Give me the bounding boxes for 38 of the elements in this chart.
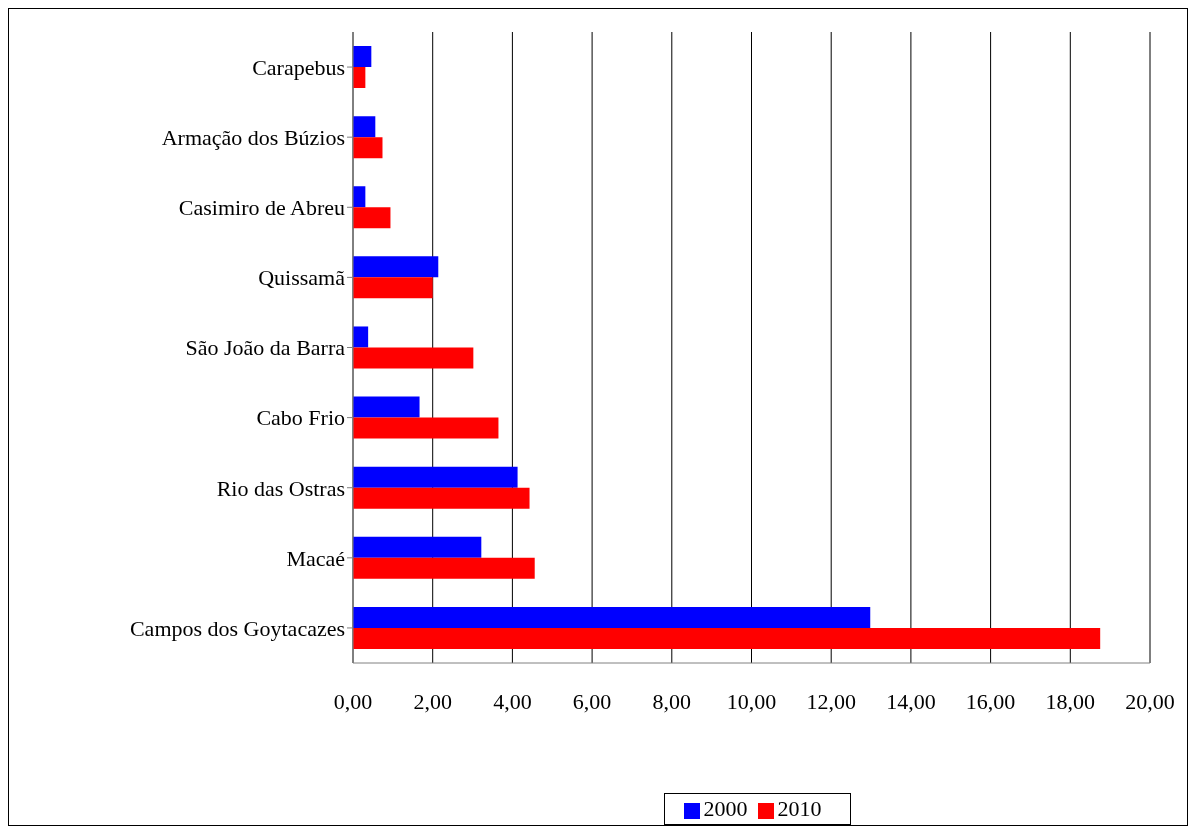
- legend-label: 2010: [777, 796, 822, 821]
- x-tick-label: 14,00: [886, 688, 936, 714]
- bar: [353, 627, 1101, 649]
- y-tick-label: Cabo Frio: [256, 405, 345, 431]
- bar: [353, 326, 369, 348]
- x-tick-label: 20,00: [1125, 688, 1175, 714]
- y-tick-label: Rio das Ostras: [216, 475, 345, 501]
- y-tick-label: São João da Barra: [185, 335, 346, 361]
- legend-label: 2000: [703, 796, 748, 821]
- bar: [353, 606, 871, 628]
- bar: [353, 396, 420, 418]
- bar: [353, 417, 499, 439]
- bar: [353, 46, 372, 68]
- x-tick-label: 12,00: [806, 688, 856, 714]
- x-tick-label: 8,00: [652, 688, 692, 714]
- x-tick-label: 0,00: [333, 688, 373, 714]
- bar: [353, 256, 439, 278]
- y-tick-label: Macaé: [286, 545, 345, 571]
- y-tick-label: Armação dos Búzios: [161, 124, 345, 150]
- x-tick-label: 18,00: [1045, 688, 1096, 714]
- bar: [353, 557, 535, 579]
- x-tick-label: 4,00: [493, 688, 532, 714]
- y-tick-label: Carapebus: [252, 54, 345, 80]
- y-tick-label: Campos dos Goytacazes: [129, 615, 345, 641]
- bar: [353, 277, 433, 299]
- bar: [353, 116, 376, 138]
- bar: [353, 207, 391, 229]
- x-tick-label: 16,00: [965, 688, 1016, 714]
- bar: [353, 466, 518, 488]
- y-tick-label: Quissamã: [258, 265, 346, 291]
- bar: [353, 536, 482, 558]
- x-tick-label: 2,00: [413, 688, 452, 714]
- bar: [353, 487, 530, 509]
- x-tick-label: 10,00: [726, 688, 777, 714]
- bar: [353, 347, 474, 369]
- bar: [353, 137, 383, 159]
- x-tick-label: 6,00: [572, 688, 612, 714]
- y-tick-label: Casimiro de Abreu: [178, 195, 345, 221]
